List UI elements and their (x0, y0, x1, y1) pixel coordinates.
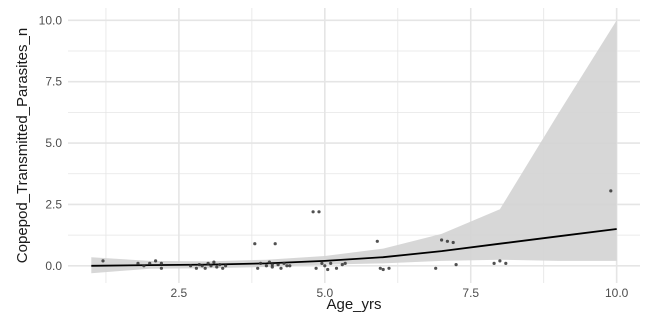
data-point (609, 189, 613, 193)
x-tick-label: 7.5 (462, 286, 479, 300)
y-tick-label: 10.0 (39, 13, 63, 27)
x-tick-label: 2.5 (171, 286, 188, 300)
data-point (221, 266, 225, 270)
data-point (440, 238, 444, 242)
grid-minor (68, 8, 640, 283)
data-point (218, 263, 222, 267)
data-point (378, 266, 382, 270)
data-point (387, 266, 391, 270)
data-point (504, 261, 508, 265)
data-point (253, 242, 257, 246)
y-tick-label: 5.0 (45, 136, 62, 150)
data-point (492, 261, 496, 265)
data-point (209, 264, 213, 268)
data-point (256, 266, 260, 270)
data-point (142, 264, 146, 268)
data-point (454, 263, 458, 267)
data-point (212, 260, 216, 264)
data-point (498, 259, 502, 263)
data-point (445, 239, 449, 243)
data-point (314, 266, 318, 270)
data-point (267, 260, 271, 264)
data-point (200, 264, 204, 268)
fit-line (91, 228, 617, 267)
data-point (343, 261, 347, 265)
data-point (282, 261, 286, 265)
data-point (101, 259, 105, 263)
data-point (154, 259, 158, 263)
data-point (434, 266, 438, 270)
data-points (101, 189, 613, 272)
x-tick-label: 10.0 (605, 286, 629, 300)
data-point (285, 264, 289, 268)
data-point (329, 261, 333, 265)
data-point (288, 264, 292, 268)
y-tick-label: 7.5 (45, 75, 62, 89)
data-point (323, 264, 327, 268)
data-point (381, 267, 385, 272)
data-point (334, 266, 339, 270)
data-point (136, 261, 140, 265)
data-point (340, 263, 344, 267)
x-tick-label: 5.0 (316, 286, 333, 300)
data-point (317, 210, 321, 214)
data-point (326, 267, 330, 272)
data-point (320, 261, 324, 265)
data-point (270, 263, 274, 267)
data-point (197, 263, 201, 267)
data-point (159, 261, 163, 265)
data-point (270, 265, 274, 269)
y-tick-labels: 0.0 2.5 5.0 7.5 10.0 (39, 13, 63, 273)
data-point (276, 263, 280, 267)
data-point (194, 266, 198, 270)
data-point (279, 266, 283, 270)
x-axis-title: Age_yrs (326, 296, 381, 313)
y-tick-label: 0.0 (45, 259, 62, 273)
y-axis-title: Copepod_Transmitted_Parasites_n (14, 28, 31, 263)
x-tick-labels: 2.5 5.0 7.5 10.0 (171, 286, 629, 300)
data-point (451, 240, 455, 245)
y-tick-label: 2.5 (45, 197, 62, 211)
data-point (189, 264, 193, 268)
data-point (264, 264, 268, 268)
data-point (203, 266, 207, 270)
data-point (273, 242, 277, 246)
data-point (375, 239, 379, 243)
data-point (148, 261, 152, 265)
data-point (311, 210, 315, 214)
data-point (224, 264, 228, 268)
data-point (259, 261, 263, 265)
data-point (215, 265, 219, 269)
data-point (206, 261, 210, 265)
confidence-band (91, 20, 617, 274)
data-point (159, 266, 163, 270)
